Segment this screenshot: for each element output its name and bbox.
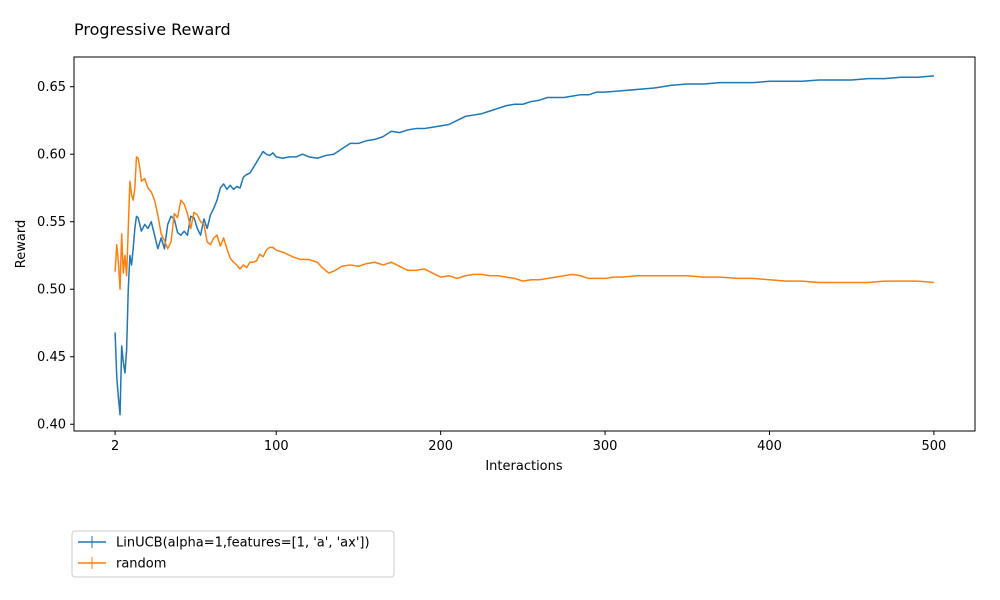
legend-label: LinUCB(alpha=1,features=[1, 'a', 'ax']) [116,536,370,551]
x-tick-label: 100 [264,439,289,454]
x-tick-label: 400 [757,439,782,454]
legend-items: LinUCB(alpha=1,features=[1, 'a', 'ax']) r… [78,536,370,572]
plot-frame [73,56,976,432]
x-tick-label: 500 [921,439,946,454]
series-layer [114,75,934,416]
series-line-0 [114,75,934,416]
y-tick-label: 0.45 [37,350,66,365]
plot-area [73,56,976,432]
y-axis-label: Reward [14,220,29,268]
series-line-1 [114,156,934,290]
x-tick-label: 2 [111,439,119,454]
x-axis-label: Interactions [485,459,563,474]
y-tick-label: 0.60 [37,148,66,163]
legend-box [71,530,395,578]
y-tick-label: 0.65 [37,80,66,95]
x-tick-label: 200 [428,439,453,454]
y-tick-label: 0.55 [37,215,66,230]
y-tick-label: 0.40 [37,418,66,433]
chart-title: Progressive Reward [74,20,231,39]
y-axis: 0.40 0.45 0.50 0.55 0.60 0.65 [37,80,74,433]
x-tick-label: 300 [593,439,618,454]
legend-label: random [116,557,166,572]
y-tick-label: 0.50 [37,283,66,298]
legend: LinUCB(alpha=1,features=[1, 'a', 'ax']) r… [71,530,395,578]
x-axis: 2 100 200 300 400 500 [111,431,946,454]
